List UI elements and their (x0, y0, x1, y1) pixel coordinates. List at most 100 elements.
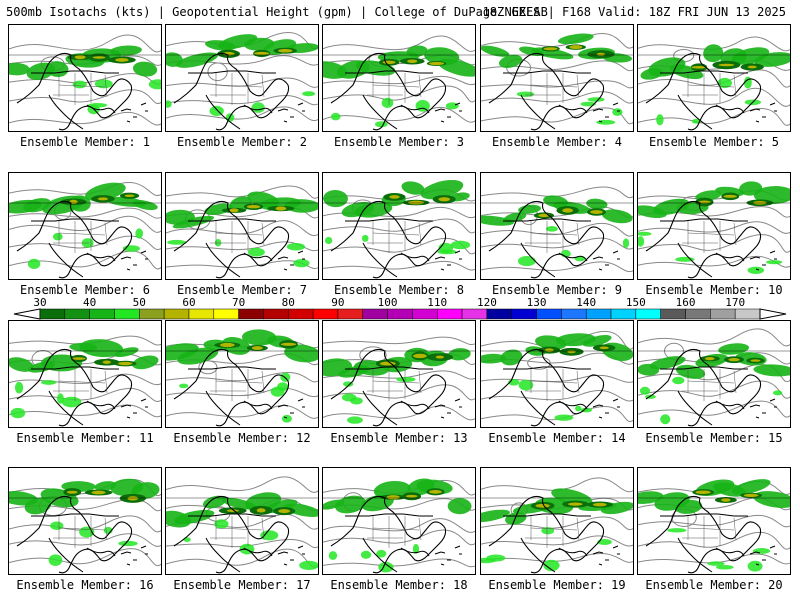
isotach-shading (79, 339, 124, 358)
ensemble-member-label: Ensemble Member: 1 (19, 135, 151, 149)
colorbar-swatch (412, 308, 438, 320)
island-outline (277, 551, 289, 555)
isotach-shading (41, 380, 57, 385)
island-outline (612, 102, 619, 106)
state-border (58, 84, 106, 88)
coastline (48, 537, 84, 573)
ensemble-map-panel (322, 172, 476, 280)
island-outline (297, 545, 304, 549)
isotach-core (246, 205, 261, 209)
coastline (86, 400, 116, 410)
coastline (16, 348, 133, 427)
isotach-core (253, 51, 270, 55)
state-border (418, 74, 422, 98)
height-contour (638, 87, 790, 107)
state-border (733, 222, 737, 246)
isotach-shading (354, 202, 393, 218)
isotach-shading (174, 509, 215, 524)
island-outline (454, 545, 461, 549)
island-outline (297, 102, 304, 106)
height-contour (481, 237, 633, 250)
isotach-shading (587, 97, 605, 102)
ensemble-map-panel (165, 24, 319, 132)
state-border (372, 84, 420, 88)
isotach-shading (277, 382, 289, 392)
island-outline (755, 120, 760, 123)
coastline (488, 52, 605, 131)
state-border (215, 232, 263, 236)
isotach-shading (118, 540, 138, 547)
isotach-shading (251, 102, 265, 113)
height-contour (481, 374, 633, 383)
country-border (188, 513, 276, 517)
island-outline (755, 268, 760, 271)
isotach-shading (586, 198, 608, 210)
isotach-core (229, 208, 239, 213)
island-outline (769, 398, 776, 402)
height-contour (481, 186, 633, 198)
state-border (104, 222, 108, 246)
isotach-core (222, 51, 235, 56)
height-contour (323, 260, 475, 271)
isotach-shading (447, 498, 472, 515)
isotach-shading (601, 342, 633, 361)
isotach-shading (753, 491, 790, 508)
isotach-shading (754, 52, 790, 67)
ensemble-member-label: Ensemble Member: 18 (330, 578, 468, 592)
coastline (677, 390, 713, 426)
isotach-shading (114, 347, 139, 358)
island-outline (612, 250, 619, 254)
height-contour (481, 91, 633, 104)
colorbar-swatch (635, 308, 661, 320)
isotach-shading (545, 225, 558, 232)
ensemble-map-panel (8, 467, 162, 575)
isotach-core (535, 503, 550, 508)
isotach-core (405, 494, 418, 498)
ensemble-map-panel (480, 467, 634, 575)
height-contour (323, 75, 475, 86)
isotach-core (544, 348, 554, 352)
height-contour (166, 539, 318, 548)
colorbar-swatch (387, 308, 413, 320)
height-contour (638, 531, 790, 550)
isotach-shading (450, 240, 471, 250)
isotach-core (407, 59, 418, 63)
isotach-shading (639, 386, 651, 395)
isotach-core (592, 502, 607, 507)
island-outline (598, 563, 603, 566)
panel-map (481, 477, 633, 574)
coastline (362, 537, 398, 573)
colorbar-swatch (139, 308, 165, 320)
height-contour (9, 111, 161, 126)
isotach-shading (772, 390, 783, 396)
colorbar-swatch (660, 308, 686, 320)
height-contour (638, 400, 790, 418)
height-contour (9, 515, 161, 533)
height-contour (481, 222, 633, 237)
isotach-shading (9, 357, 34, 372)
panel-map (323, 35, 475, 131)
colorbar-tick-label: 160 (675, 296, 696, 309)
isotach-shading (481, 353, 507, 364)
height-contour (166, 372, 318, 383)
colorbar-tick-label: 90 (331, 296, 345, 309)
colorbar-swatch (436, 308, 463, 320)
isotach-shading (601, 209, 633, 224)
isotach-shading (132, 61, 158, 77)
isotach-shading (703, 44, 724, 63)
island-outline (612, 398, 619, 402)
isotach-shading (481, 215, 514, 226)
colorbar-tick-label: 70 (231, 296, 246, 309)
coastline (48, 242, 84, 278)
isotach-core (562, 208, 573, 213)
coastline (520, 242, 556, 278)
ensemble-member-label: Ensemble Member: 14 (488, 431, 626, 445)
colorbar-swatch (263, 308, 289, 320)
isotach-shading (293, 258, 310, 268)
model-run-info: 18Z GEFS | F168 Valid: 18Z FRI JUN 13 20… (482, 5, 786, 19)
isotach-shading (286, 242, 306, 251)
isotach-core (428, 61, 445, 66)
ensemble-member-label: Ensemble Member: 2 (176, 135, 308, 149)
state-border (215, 380, 263, 384)
ensemble-map-panel (637, 467, 791, 575)
